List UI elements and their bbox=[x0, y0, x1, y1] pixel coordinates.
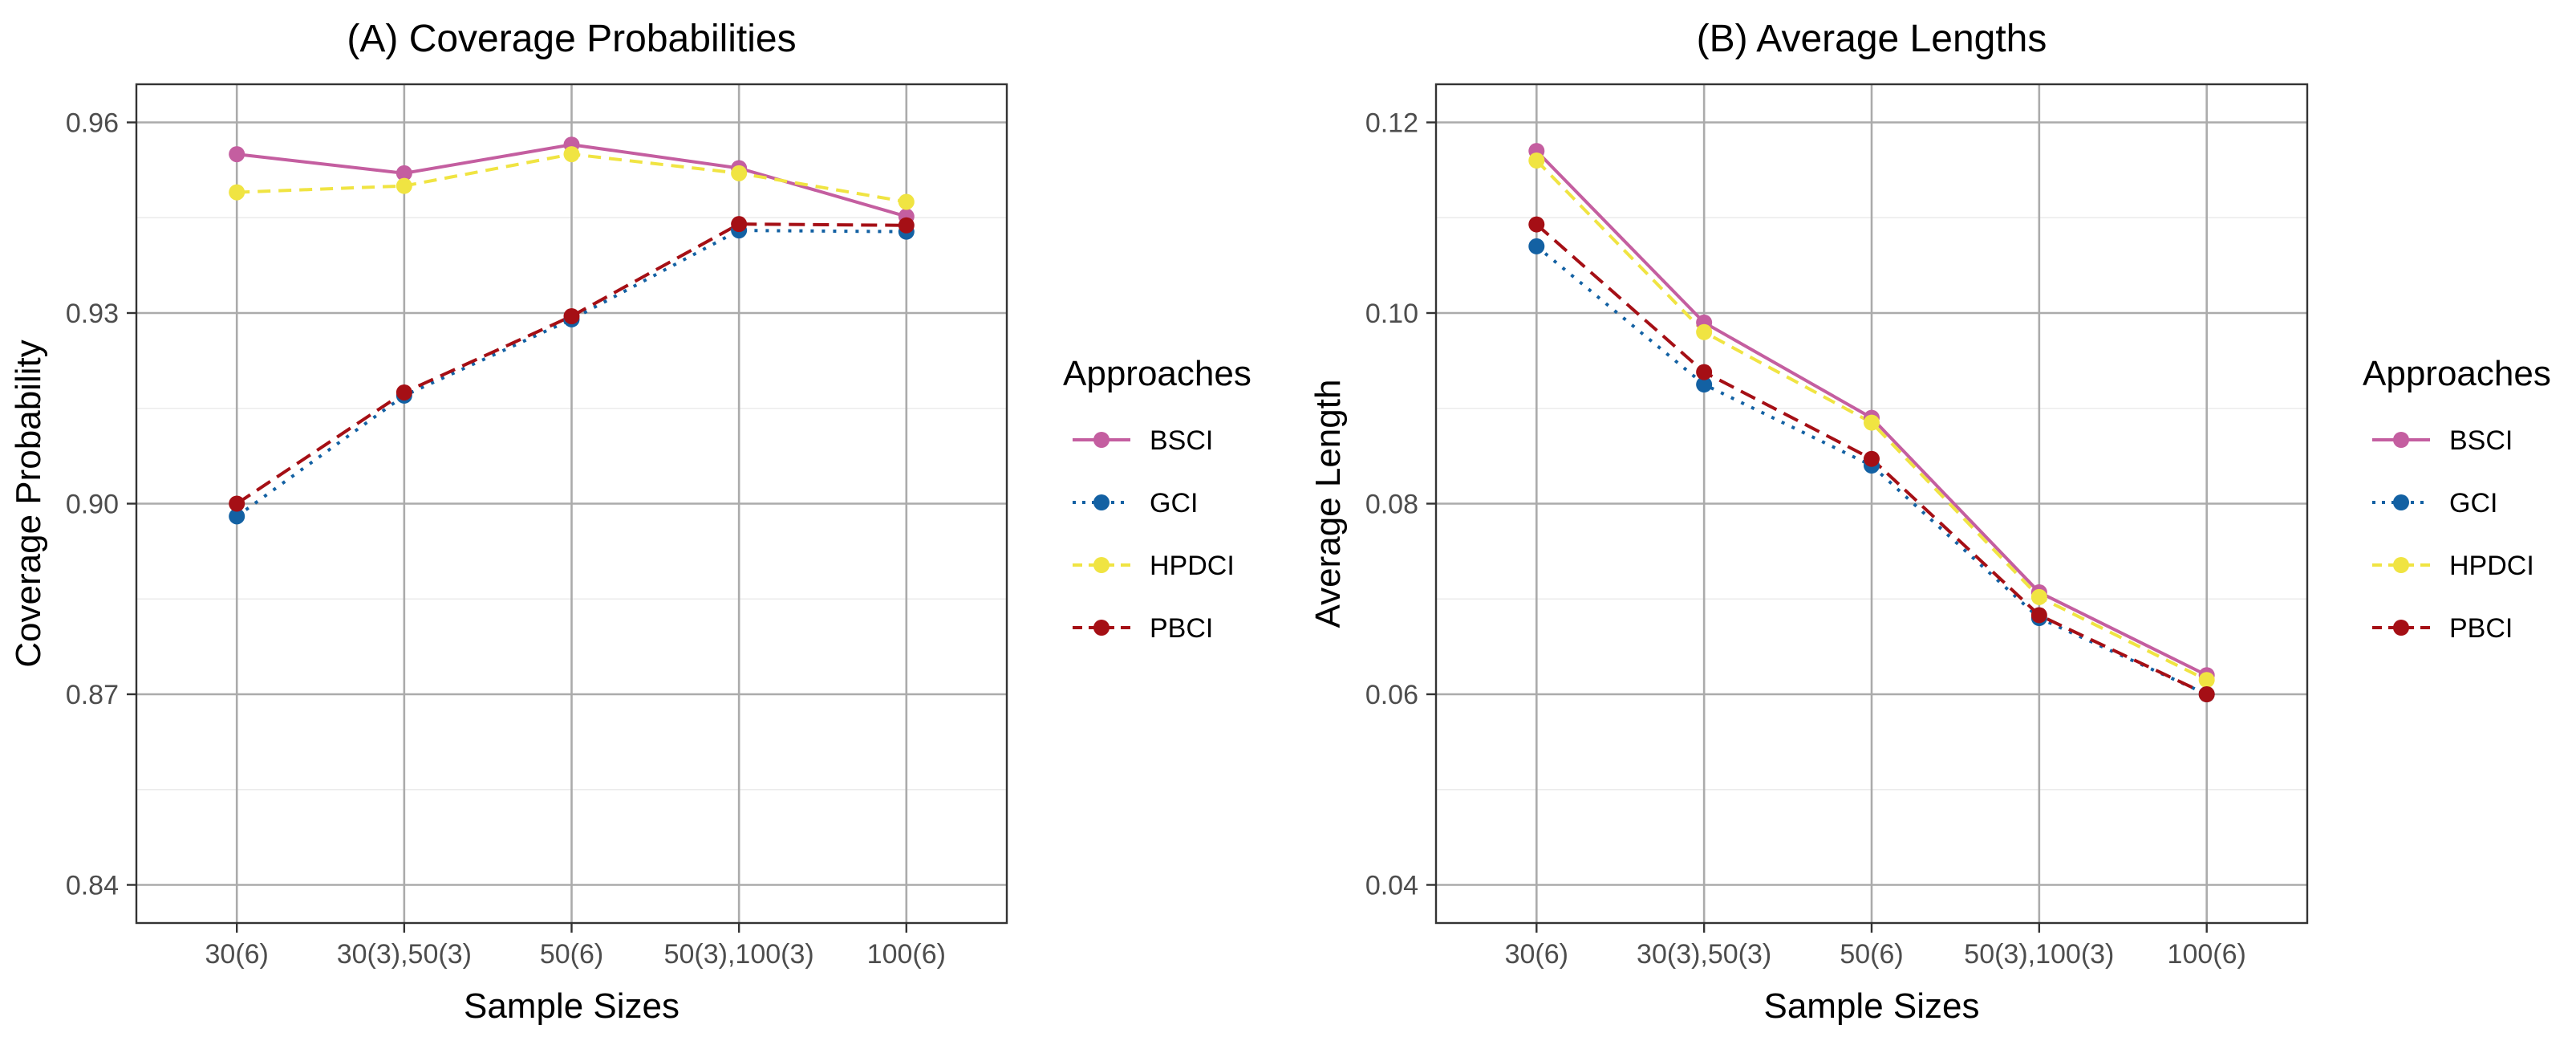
chart-panel-b: 0.04 0.06 0.08 0.10 0.12 30(6) 30(3),50(3) 50(6… bbox=[1308, 18, 2309, 1026]
series-line-hpdci bbox=[1535, 159, 2208, 681]
data-point-hpdci bbox=[1528, 152, 1545, 169]
legend-label: PBCI bbox=[1150, 613, 1213, 644]
legend-item-hpdci: HPDCI bbox=[2372, 551, 2534, 581]
x-tick-label: 100(6) bbox=[867, 939, 946, 970]
x-axis-title: Sample Sizes bbox=[464, 986, 679, 1026]
chart-panel-a: 0.84 0.87 0.90 0.93 0.96 30(6) 30(3),50(3) 50(6… bbox=[9, 18, 1008, 1026]
series-line-pbci bbox=[236, 222, 907, 506]
y-tick-label: 0.90 bbox=[66, 490, 119, 520]
y-axis-title: Average Length bbox=[1308, 380, 1348, 628]
legend-key-point bbox=[1093, 620, 1110, 636]
legend-label: PBCI bbox=[2449, 613, 2513, 644]
legend-item-bsci: BSCI bbox=[2372, 425, 2513, 456]
chart-title: (B) Average Lengths bbox=[1697, 18, 2047, 60]
legend-title: Approaches bbox=[2363, 354, 2551, 393]
data-point-pbci bbox=[2030, 607, 2047, 624]
data-point-hpdci bbox=[731, 165, 748, 181]
legend: Approaches BSCI GCI HPDCI PBCI bbox=[1063, 354, 1251, 644]
x-tick-label: 50(6) bbox=[540, 939, 603, 970]
data-point-pbci bbox=[898, 217, 915, 234]
x-tick-label: 100(6) bbox=[2168, 939, 2246, 970]
x-tick-label: 50(3),100(3) bbox=[1964, 939, 2114, 970]
legend-key-point bbox=[1093, 557, 1110, 573]
x-tick-label: 30(3),50(3) bbox=[337, 939, 472, 970]
y-tick-label: 0.10 bbox=[1365, 299, 1418, 329]
legend-title: Approaches bbox=[1063, 354, 1251, 393]
legend-key-point bbox=[1093, 432, 1110, 448]
data-point-bsci bbox=[229, 146, 245, 163]
x-tick-label: 30(6) bbox=[1505, 939, 1568, 970]
data-point-gci bbox=[229, 508, 245, 525]
y-tick-label: 0.08 bbox=[1365, 490, 1418, 520]
legend-key-point bbox=[2393, 494, 2409, 510]
legend-key-point bbox=[2393, 432, 2409, 448]
panel-border bbox=[135, 83, 1008, 925]
data-point-gci bbox=[1528, 238, 1545, 254]
y-axis-title: Coverage Probability bbox=[9, 340, 48, 667]
data-point-hpdci bbox=[2198, 672, 2215, 689]
legend-label: HPDCI bbox=[2449, 551, 2534, 581]
data-point-bsci bbox=[396, 165, 412, 181]
legend-label: BSCI bbox=[1150, 425, 1213, 456]
legend-label: GCI bbox=[1150, 488, 1198, 518]
data-point-pbci bbox=[2198, 686, 2215, 702]
legend-item-gci: GCI bbox=[2372, 488, 2497, 518]
legend-item-hpdci: HPDCI bbox=[1073, 551, 1235, 581]
legend-key-point bbox=[1093, 494, 1110, 510]
data-point-hpdci bbox=[229, 184, 245, 201]
data-point-pbci bbox=[1528, 216, 1545, 233]
legend-item-pbci: PBCI bbox=[1073, 613, 1213, 644]
series-line-gci bbox=[236, 229, 907, 518]
legend-label: HPDCI bbox=[1150, 551, 1235, 581]
data-point-pbci bbox=[229, 495, 245, 512]
y-tick-label: 0.96 bbox=[66, 108, 119, 139]
chart-title: (A) Coverage Probabilities bbox=[347, 18, 796, 60]
x-tick-label: 30(6) bbox=[205, 939, 269, 970]
x-tick-label: 50(3),100(3) bbox=[664, 939, 814, 970]
x-tick-label: 30(3),50(3) bbox=[1637, 939, 1771, 970]
legend: Approaches BSCI GCI HPDCI PBCI bbox=[2363, 354, 2551, 644]
y-tick-label: 0.84 bbox=[66, 871, 119, 901]
y-tick-label: 0.06 bbox=[1365, 680, 1418, 710]
data-point-hpdci bbox=[1696, 323, 1713, 340]
data-point-gci bbox=[1696, 376, 1713, 393]
y-tick-label: 0.87 bbox=[66, 680, 119, 710]
legend-item-gci: GCI bbox=[1073, 488, 1198, 518]
y-tick-label: 0.04 bbox=[1365, 871, 1418, 901]
legend-label: GCI bbox=[2449, 488, 2497, 518]
panel-border bbox=[1434, 83, 2309, 925]
data-point-pbci bbox=[1696, 364, 1713, 380]
x-tick-label: 50(6) bbox=[1840, 939, 1903, 970]
y-tick-label: 0.12 bbox=[1365, 108, 1418, 139]
data-point-hpdci bbox=[2030, 588, 2047, 605]
data-point-pbci bbox=[731, 216, 748, 233]
legend-label: BSCI bbox=[2449, 425, 2513, 456]
data-point-pbci bbox=[1864, 450, 1880, 467]
legend-item-pbci: PBCI bbox=[2372, 613, 2513, 644]
x-axis-title: Sample Sizes bbox=[1763, 986, 1979, 1026]
legend-key-point bbox=[2393, 620, 2409, 636]
data-point-hpdci bbox=[396, 177, 412, 194]
data-point-hpdci bbox=[563, 146, 580, 163]
legend-item-bsci: BSCI bbox=[1073, 425, 1213, 456]
data-point-hpdci bbox=[1864, 414, 1880, 431]
data-point-pbci bbox=[563, 307, 580, 324]
data-point-pbci bbox=[396, 384, 412, 401]
data-point-hpdci bbox=[898, 193, 915, 210]
legend-key-point bbox=[2393, 557, 2409, 573]
y-tick-label: 0.93 bbox=[66, 299, 119, 329]
